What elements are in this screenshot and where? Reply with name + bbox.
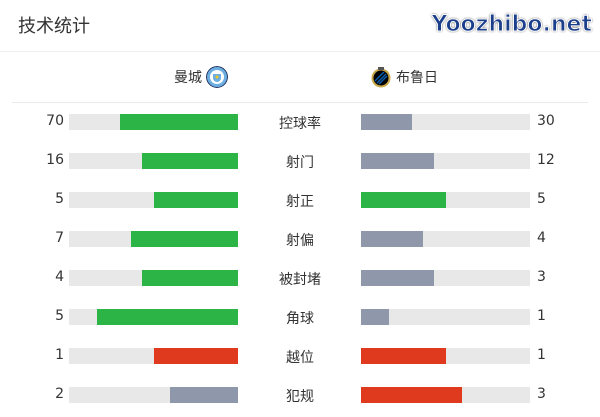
away-value: 12 <box>537 152 555 168</box>
home-bar-fill <box>153 192 238 208</box>
away-value: 30 <box>537 113 555 129</box>
stat-label: 控球率 <box>279 116 321 132</box>
man-city-crest-icon <box>206 66 228 88</box>
watermark: Yoozhibo.net <box>431 12 592 38</box>
divider <box>0 51 600 52</box>
home-bar <box>69 270 238 286</box>
home-bar <box>69 114 238 130</box>
divider <box>12 102 588 103</box>
stat-label: 射正 <box>286 194 314 210</box>
home-bar <box>69 231 238 247</box>
stat-row: 7 射偏 4 <box>0 230 600 249</box>
club-brugge-crest-icon <box>371 67 391 88</box>
stat-row: 2 犯规 3 <box>0 386 600 405</box>
away-bar-fill <box>361 348 446 364</box>
away-team: 布鲁日 <box>370 66 438 88</box>
away-bar <box>361 387 530 403</box>
home-bar <box>69 192 238 208</box>
home-team-name: 曼城 <box>174 70 202 86</box>
home-value: 1 <box>55 347 64 363</box>
away-value: 3 <box>537 386 546 402</box>
home-value: 70 <box>46 113 64 129</box>
home-value: 7 <box>55 230 64 246</box>
stat-label: 角球 <box>286 311 314 327</box>
home-bar-fill <box>130 231 238 247</box>
away-bar <box>361 309 530 325</box>
home-bar-fill <box>119 114 238 130</box>
home-team: 曼城 <box>174 66 228 88</box>
home-value: 16 <box>46 152 64 168</box>
home-bar <box>69 309 238 325</box>
stat-label: 被封堵 <box>279 272 321 288</box>
stat-row: 5 射正 5 <box>0 191 600 210</box>
stat-label: 射门 <box>286 155 314 171</box>
away-bar-fill <box>361 192 446 208</box>
home-bar-fill <box>153 348 238 364</box>
away-bar <box>361 153 530 169</box>
stat-label: 越位 <box>286 350 314 366</box>
away-bar <box>361 348 530 364</box>
away-bar-fill <box>361 153 434 169</box>
section-title: 技术统计 <box>18 16 90 37</box>
stat-row: 1 越位 1 <box>0 347 600 366</box>
away-team-name: 布鲁日 <box>396 70 438 86</box>
home-value: 2 <box>55 386 64 402</box>
stat-row: 16 射门 12 <box>0 152 600 171</box>
away-bar <box>361 231 530 247</box>
home-bar <box>69 348 238 364</box>
away-bar-fill <box>361 270 434 286</box>
away-bar-fill <box>361 309 390 325</box>
home-value: 5 <box>55 308 64 324</box>
away-value: 3 <box>537 269 546 285</box>
stat-label: 射偏 <box>286 233 314 249</box>
stat-row: 4 被封堵 3 <box>0 269 600 288</box>
away-bar <box>361 114 530 130</box>
away-value: 1 <box>537 347 546 363</box>
stat-row: 5 角球 1 <box>0 308 600 327</box>
stat-label: 犯规 <box>286 389 314 405</box>
away-bar-fill <box>361 387 463 403</box>
home-bar-fill <box>170 387 238 403</box>
home-value: 5 <box>55 191 64 207</box>
home-value: 4 <box>55 269 64 285</box>
away-value: 5 <box>537 191 546 207</box>
away-value: 4 <box>537 230 546 246</box>
away-bar-fill <box>361 114 412 130</box>
home-bar-fill <box>97 309 238 325</box>
home-bar-fill <box>141 270 238 286</box>
home-bar <box>69 387 238 403</box>
away-value: 1 <box>537 308 546 324</box>
away-bar <box>361 270 530 286</box>
home-bar <box>69 153 238 169</box>
away-bar-fill <box>361 231 423 247</box>
away-bar <box>361 192 530 208</box>
home-bar-fill <box>141 153 238 169</box>
stat-row: 70 控球率 30 <box>0 113 600 132</box>
